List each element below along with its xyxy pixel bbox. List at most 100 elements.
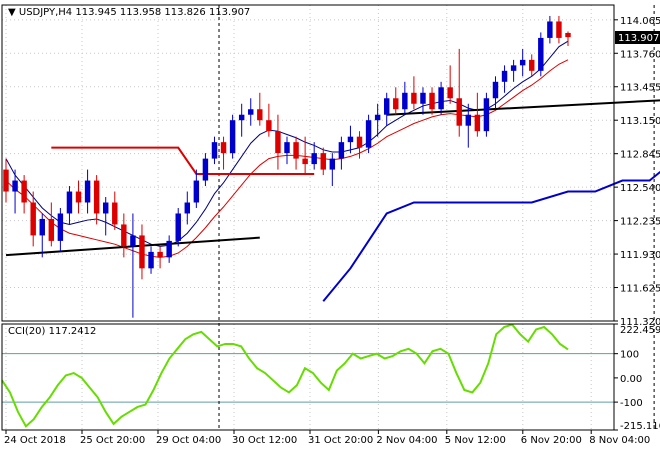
candle-body [130,235,136,247]
candle [529,54,535,77]
candle [293,136,299,170]
candle-body [157,251,163,258]
candle-body [3,169,9,192]
candle-body [338,142,345,159]
candle-body [121,224,127,247]
symbol-header: ▼ USDJPY,H4 113.945 113.958 113.826 113.… [8,7,250,18]
candle-body [39,218,45,236]
price-tick-label: 111.320 [620,317,660,328]
price-axis: 114.065 113.760 113.455 113.150 112.845 112.5… [614,16,660,328]
candle [166,235,172,263]
candle-body [202,158,209,181]
candle [329,153,336,187]
candle-body [248,109,254,115]
candle-body [411,92,417,104]
candle-body [175,213,181,241]
candle [501,65,508,93]
candle [302,136,308,176]
candle [374,103,381,137]
candle-body [257,109,263,121]
candle [184,191,191,225]
candle-body [474,114,481,132]
candle-body [402,92,408,110]
time-tick-label: 6 Nov 20:00 [521,435,582,446]
cci-tick-label: 0.00 [620,374,642,385]
candle [311,142,317,170]
candle-body [275,131,281,154]
candle [547,15,553,44]
candle [438,81,444,115]
candle-body [84,180,91,203]
main-grid [2,5,614,430]
cci-header: CCI(20) 117.2412 [8,326,96,337]
candle [565,31,571,47]
candle-body [483,98,490,132]
candle-body [93,180,100,214]
price-marker: 113.907 [615,31,660,44]
candle [3,158,9,203]
cci-tick-label: 100 [620,350,639,361]
candle [202,153,209,187]
candle [66,186,73,225]
price-tick-label: 111.625 [620,284,660,295]
candle-body [538,37,544,71]
candle-body [347,136,354,143]
candle-body [48,218,55,241]
candle [21,175,27,214]
candle-body [429,92,435,110]
candle-body [320,153,326,170]
candle [465,103,472,148]
price-marker-label: 113.907 [618,33,659,44]
candle-body [556,21,562,38]
candle-body [148,251,154,269]
candle [12,169,18,214]
candle-body [284,142,290,154]
cci-tick-label: -215.1168 [620,421,660,432]
candle [365,114,372,154]
candle-body [393,98,399,110]
candle-body [465,114,472,126]
candle-body [139,235,145,269]
candle-body [102,202,109,214]
cci-grid [2,353,614,403]
candle [148,246,154,274]
candle [157,246,163,269]
candle-body [220,142,227,154]
price-tick-label: 114.065 [620,16,660,27]
time-tick-label: 5 Nov 12:00 [445,435,506,446]
candle-body [519,59,526,66]
candle [393,87,399,115]
candle-body [447,87,453,99]
time-tick-label: 2 Nov 04:00 [376,435,437,446]
candle-body [229,120,236,154]
candle-body [293,142,299,159]
time-tick-label: 29 Oct 04:00 [156,435,221,446]
candle [429,87,435,115]
candle [284,136,290,165]
candle-body [66,191,73,214]
candle [75,180,82,214]
candle [338,136,345,170]
candle-body [211,142,218,159]
candle [112,191,118,230]
candle [519,48,526,77]
candle [121,213,127,258]
candle [483,92,490,137]
candle [39,213,45,258]
candle-body [238,114,245,121]
candle-body [420,92,426,104]
resistance-line [51,146,315,175]
time-tick-label: 30 Oct 12:00 [232,435,297,446]
candle [84,169,91,214]
candle-body [510,65,517,71]
candle-body [547,21,553,38]
candle-body [166,240,172,258]
candle-body [501,70,508,82]
cci-tick-label: -100 [620,398,643,409]
candle-body [456,98,462,126]
candle-body [374,114,381,121]
cci-tick-label: 222.4598 [620,325,660,336]
price-tick-label: 111.930 [620,250,660,261]
